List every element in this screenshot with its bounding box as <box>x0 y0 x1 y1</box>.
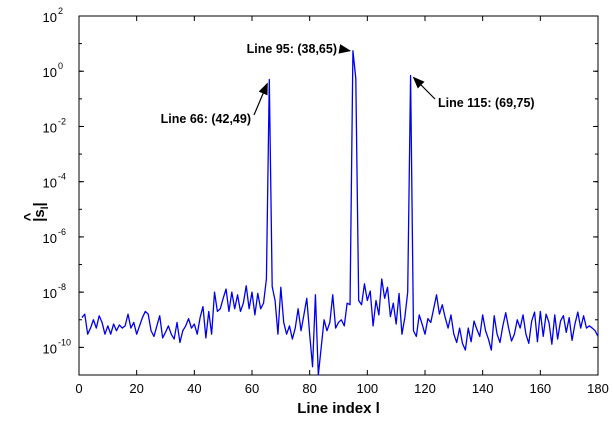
y-tick-exponent: -2 <box>58 116 66 126</box>
y-tick-exponent: 2 <box>58 6 63 16</box>
y-tick-exponent: 0 <box>58 61 63 71</box>
y-tick-exponent: -8 <box>58 282 66 292</box>
annotation-arrow <box>412 76 436 100</box>
svg-text:|sl|: |sl| <box>31 202 51 222</box>
y-axis-label-hat: ^ <box>21 212 38 221</box>
y-axis-label-base: |s <box>31 209 48 222</box>
x-tick-label: 40 <box>187 381 201 396</box>
plot-area <box>78 15 599 376</box>
x-tick-label: 120 <box>414 381 436 396</box>
series-line <box>81 50 599 376</box>
annotation-label: Line 95: (38,65) <box>247 42 337 56</box>
y-axis-label-subscript: l <box>40 206 51 209</box>
axes-box <box>78 15 599 376</box>
x-tick-label: 20 <box>129 381 143 396</box>
y-axis-label: |sl| ^ <box>21 202 51 222</box>
y-tick-label: 10 <box>43 10 57 25</box>
annotation-label: Line 115: (69,75) <box>438 96 535 110</box>
x-tick-label: 0 <box>75 381 82 396</box>
annotation-label: Line 66: (42,49) <box>161 112 251 126</box>
y-tick-label: 10 <box>43 120 57 135</box>
x-axis-label: Line index l <box>297 400 380 417</box>
x-tick-label: 160 <box>529 381 551 396</box>
x-axis-ticks: 0 20 40 60 80 100 120 140 160 180 <box>75 16 609 396</box>
y-tick-label: 10 <box>43 341 57 356</box>
y-tick-label: 10 <box>43 231 57 246</box>
y-tick-label: 10 <box>43 176 57 191</box>
y-tick-exponent: -6 <box>58 227 66 237</box>
x-tick-label: 60 <box>245 381 259 396</box>
y-tick-label: 10 <box>43 65 57 80</box>
x-tick-label: 180 <box>587 381 609 396</box>
y-tick-exponent: -10 <box>58 337 71 347</box>
annotations: Line 66: (42,49) Line 95: (38,65) Line 115… <box>161 42 535 126</box>
annotation-arrow <box>338 44 352 54</box>
annotation-arrow <box>253 82 268 116</box>
y-axis-label-close: | <box>31 202 48 206</box>
y-tick-label: 10 <box>43 286 57 301</box>
x-tick-label: 100 <box>356 381 378 396</box>
x-tick-label: 80 <box>302 381 316 396</box>
x-tick-label: 140 <box>472 381 494 396</box>
y-tick-exponent: -4 <box>58 172 66 182</box>
